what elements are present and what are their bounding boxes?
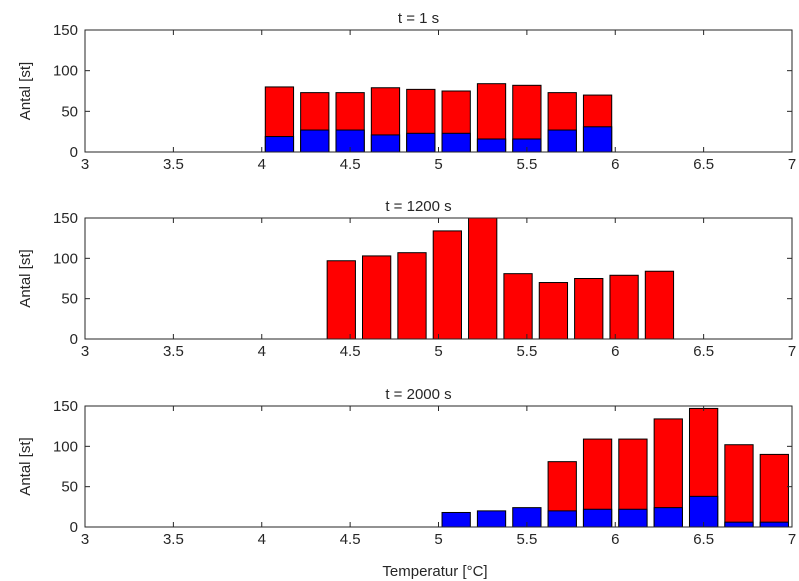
subplot-title: t = 2000 s — [385, 386, 451, 403]
y-axis-label: Antal [st] — [17, 249, 34, 307]
subplot-2: 3 3.5 4 4.5 5 5.5 6 6.5 7 0 50 100 150 t = 1200 s Anta… — [17, 198, 796, 360]
bar — [300, 129, 330, 153]
subplot-1: 3 3.5 4 4.5 5 5.5 6 6.5 7 0 50 100 150 t = 1 s Antal [… — [17, 10, 796, 173]
bar — [547, 129, 577, 153]
subplot-3: 3 3.5 4 4.5 5 5.5 6 6.5 7 0 50 100 150 t = 2000 s Anta… — [17, 386, 796, 548]
x-tick-label: 6.5 — [693, 343, 714, 360]
plot-area — [85, 406, 792, 527]
bar — [582, 126, 613, 153]
bar — [441, 132, 471, 153]
y-tick-label: 100 — [53, 250, 78, 267]
bar — [724, 444, 754, 528]
y-tick-label: 50 — [61, 479, 78, 496]
y-tick-label: 0 — [70, 144, 78, 161]
x-tick-label: 3 — [81, 531, 89, 548]
x-tick-label: 6 — [611, 531, 619, 548]
x-tick-label: 4.5 — [340, 156, 361, 173]
bar — [432, 230, 462, 340]
x-tick-label: 3.5 — [163, 343, 184, 360]
bar — [370, 134, 401, 153]
bar — [476, 138, 507, 153]
x-tick-label: 4.5 — [340, 531, 361, 548]
x-tick-label: 3 — [81, 156, 89, 173]
x-tick-label: 5.5 — [516, 531, 537, 548]
y-axis-label: Antal [st] — [17, 62, 34, 120]
x-tick-label: 7 — [788, 156, 796, 173]
y-tick-label: 100 — [53, 438, 78, 455]
bar — [326, 260, 356, 340]
bar — [397, 252, 427, 340]
x-tick-label: 4.5 — [340, 343, 361, 360]
x-tick-label: 4 — [258, 156, 266, 173]
x-tick-label: 3 — [81, 343, 89, 360]
bar — [547, 510, 577, 528]
bar — [441, 511, 471, 528]
x-tick-label: 5 — [434, 343, 442, 360]
bar — [476, 510, 507, 528]
x-tick-label: 7 — [788, 531, 796, 548]
x-axis-label: Temperatur [°C] — [382, 563, 487, 580]
x-tick-label: 7 — [788, 343, 796, 360]
bar — [618, 508, 648, 528]
bar — [503, 273, 533, 340]
bar — [406, 132, 436, 153]
y-tick-label: 100 — [53, 63, 78, 80]
x-tick-label: 5 — [434, 156, 442, 173]
bar — [759, 521, 789, 528]
y-tick-label: 150 — [53, 22, 78, 39]
x-tick-label: 6 — [611, 156, 619, 173]
bar — [264, 136, 295, 153]
y-tick-label: 150 — [53, 210, 78, 227]
bar — [361, 255, 392, 340]
x-tick-label: 6.5 — [693, 531, 714, 548]
y-tick-label: 0 — [70, 519, 78, 536]
bar — [759, 453, 789, 528]
bar — [724, 521, 754, 528]
bar — [582, 508, 613, 528]
bar — [574, 278, 604, 340]
x-tick-label: 4 — [258, 531, 266, 548]
x-tick-label: 6.5 — [693, 156, 714, 173]
bar — [468, 217, 498, 340]
y-tick-label: 50 — [61, 103, 78, 120]
y-tick-label: 50 — [61, 291, 78, 308]
bar — [688, 495, 719, 528]
y-axis-label: Antal [st] — [17, 437, 34, 495]
subplot-title: t = 1 s — [398, 10, 439, 27]
bar — [653, 507, 683, 528]
x-tick-label: 5.5 — [516, 343, 537, 360]
y-tick-label: 0 — [70, 331, 78, 348]
x-tick-label: 3.5 — [163, 156, 184, 173]
x-tick-label: 4 — [258, 343, 266, 360]
x-tick-label: 6 — [611, 343, 619, 360]
x-tick-label: 3.5 — [163, 531, 184, 548]
y-tick-label: 150 — [53, 398, 78, 415]
subplot-title: t = 1200 s — [385, 198, 451, 215]
x-tick-label: 5 — [434, 531, 442, 548]
bar — [538, 282, 569, 340]
x-tick-label: 5.5 — [516, 156, 537, 173]
bar — [644, 270, 675, 340]
plot-area — [85, 30, 792, 152]
bar — [609, 274, 639, 340]
